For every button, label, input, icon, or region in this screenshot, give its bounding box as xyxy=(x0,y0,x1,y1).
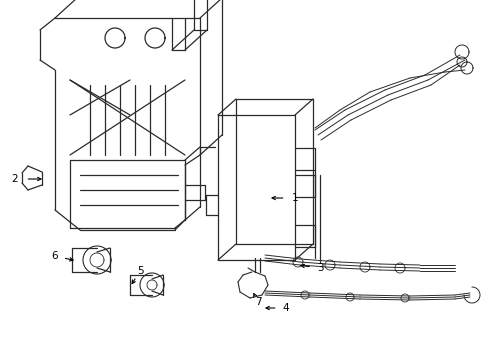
Text: 7: 7 xyxy=(254,297,261,307)
Text: 5: 5 xyxy=(137,266,143,276)
Text: 6: 6 xyxy=(52,251,58,261)
Text: 2: 2 xyxy=(12,174,18,184)
Text: 3: 3 xyxy=(316,263,323,273)
Text: 4: 4 xyxy=(282,303,289,313)
Text: 1: 1 xyxy=(291,193,298,203)
